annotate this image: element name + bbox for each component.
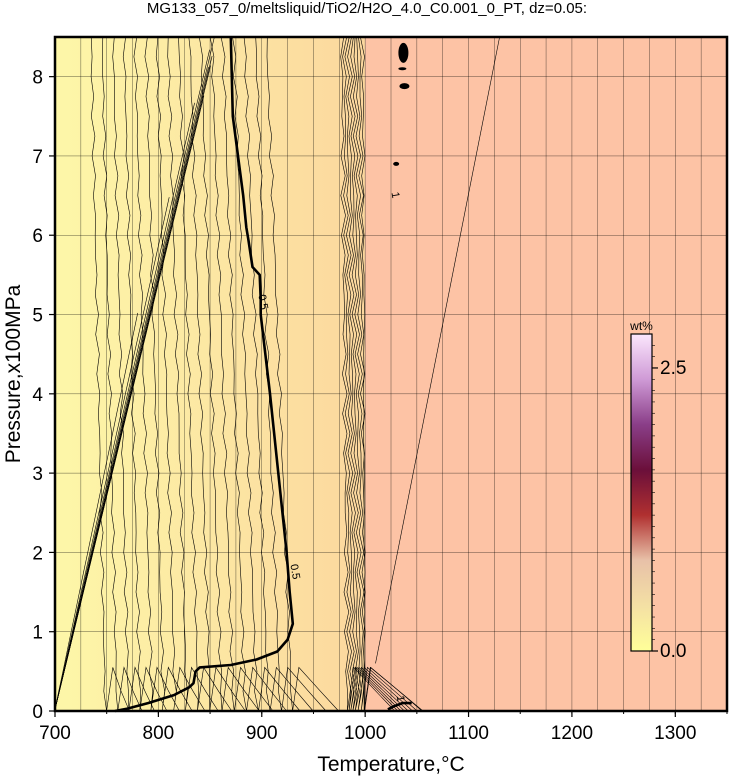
contour-label: 0.5 [287,563,301,580]
thin-contour [122,36,168,712]
thin-contour [243,36,314,712]
thin-contour [355,36,418,712]
x-tick-label: 1200 [551,723,593,744]
thin-contour [178,36,232,712]
colorbar-ticks [652,345,655,652]
y-tick-label: 8 [32,68,43,89]
thin-contour [344,36,402,712]
y-tick-label: 6 [32,226,43,247]
contour-label: 1 [389,191,402,199]
thin-contour [155,36,206,712]
thin-contour [167,36,219,712]
contour-island [399,83,410,90]
bold-contours [114,36,412,713]
thin-contour [102,36,143,712]
y-tick-label: 2 [32,543,43,564]
chart-title: MG133_057_0/meltsliquid/TiO2/H2O_4.0_C0.… [146,0,588,17]
thin-contour [54,102,195,710]
y-tick-label: 1 [32,623,43,644]
thin-contours [54,36,500,712]
x-tick-label: 900 [246,723,278,744]
y-tick-label: 4 [32,385,43,406]
colorbar-min-label: 0.0 [660,641,686,662]
y-axis-label: Pressure,x100MPa [2,284,25,463]
contour-label: 1 [394,695,407,703]
thin-contour [112,36,155,712]
thin-contour [220,36,287,712]
thin-contour [188,36,246,712]
thin-contour [133,36,180,712]
y-axis: 0 1 2 3 4 5 6 7 8 [32,68,55,723]
bold-contour-1 [387,701,412,711]
thin-contour [342,36,399,712]
colorbar-max-label: 2.5 [660,358,686,379]
oblique-contour [375,36,500,664]
x-tick-label: 1000 [344,723,386,744]
thin-contour [90,36,130,712]
thin-contour [255,36,327,712]
thin-contour [352,36,413,712]
colorbar-unit: wt% [629,319,653,333]
contour-island [398,67,407,71]
bold-contour-0.5 [114,36,295,713]
thin-contour [199,36,260,712]
thin-contour [54,312,138,710]
x-tick-label: 1300 [654,723,696,744]
contour-labels: 0.5 0.5 1 1 [255,191,406,703]
x-tick-label: 1100 [448,723,489,744]
thin-contour [266,36,339,712]
y-tick-label: 7 [32,147,43,168]
thin-contour [350,36,409,712]
thin-contour [360,36,424,712]
thin-contour [144,36,193,712]
plot-frame [53,35,729,713]
contour-island [393,161,400,166]
y-tick-label: 5 [32,306,43,327]
x-axis: 700 800 900 1000 1100 1200 1300 [39,711,728,744]
thin-contour [340,36,395,712]
y-tick-label: 0 [32,702,43,723]
x-axis-label: Temperature,°C [317,753,464,776]
colorbar-scale [630,333,653,652]
thin-contour [347,36,405,712]
contour-label: 0.5 [255,294,269,311]
contour-island [398,42,409,63]
colorbar: wt% 2.5 0.0 [629,319,686,662]
y-tick-label: 3 [32,464,43,485]
thin-contour [54,197,170,710]
x-tick-label: 700 [39,723,71,744]
contour-islands [393,42,410,166]
thin-contour [54,95,205,710]
x-tick-label: 800 [143,723,175,744]
thin-contour [209,36,274,712]
thin-contour [358,36,423,712]
